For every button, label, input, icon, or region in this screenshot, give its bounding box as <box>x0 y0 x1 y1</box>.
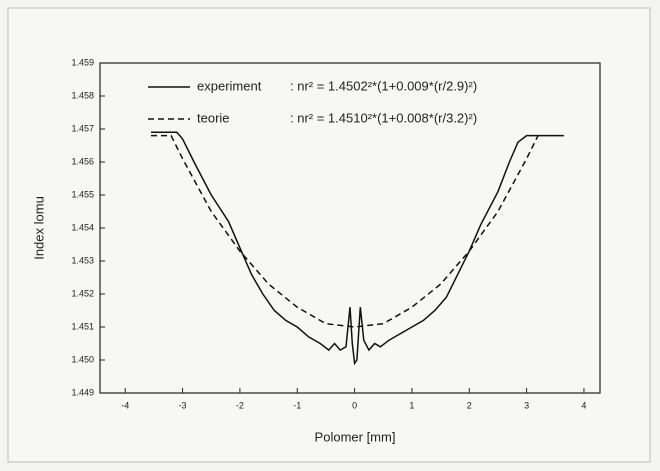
data-line <box>151 134 539 328</box>
legend-label: experiment <box>197 78 262 93</box>
x-tick-label: -3 <box>179 400 187 410</box>
y-tick-label: 1.453 <box>71 255 94 265</box>
legend-label: teorie <box>197 110 230 125</box>
legend-formula: : nr² = 1.4510²*(1+0.008*(r/3.2)²) <box>290 110 477 125</box>
x-tick-label: 2 <box>467 400 472 410</box>
x-tick-label: 1 <box>409 400 414 410</box>
x-tick-label: -2 <box>236 400 244 410</box>
y-tick-label: 1.450 <box>71 354 94 364</box>
y-tick-label: 1.457 <box>71 123 94 133</box>
legend-formula: : nr² = 1.4502²*(1+0.009*(r/2.9)²) <box>290 78 477 93</box>
x-tick-label: 0 <box>352 400 357 410</box>
y-tick-label: 1.455 <box>71 189 94 199</box>
y-tick-label: 1.458 <box>71 90 94 100</box>
data-line <box>151 131 564 366</box>
x-axis-label: Polomer [mm] <box>315 429 396 444</box>
frame <box>7 7 651 463</box>
y-axis-label: Index lomu <box>31 196 46 260</box>
x-tick-label: -4 <box>121 400 129 410</box>
y-tick-label: 1.456 <box>71 156 94 166</box>
y-tick-label: 1.459 <box>71 57 94 67</box>
y-tick-label: 1.451 <box>71 321 94 331</box>
y-tick-label: 1.449 <box>71 387 94 397</box>
x-tick-label: 3 <box>524 400 529 410</box>
y-tick-label: 1.454 <box>71 222 94 232</box>
x-tick-label: -1 <box>293 400 301 410</box>
y-tick-label: 1.452 <box>71 288 94 298</box>
x-tick-label: 4 <box>581 400 586 410</box>
